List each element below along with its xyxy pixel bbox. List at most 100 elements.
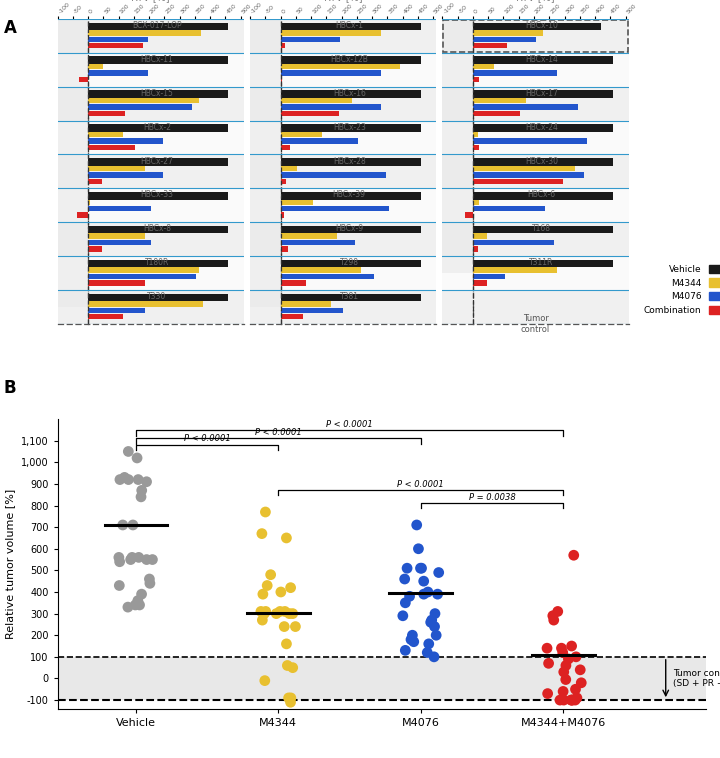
Bar [88, 199, 89, 205]
X-axis label: RTV [%]: RTV [%] [324, 0, 362, 2]
Bar [58, 70, 88, 104]
Bar [250, 188, 436, 222]
Text: HBCx-24: HBCx-24 [525, 123, 558, 132]
Bar [473, 226, 613, 233]
Bar [473, 260, 613, 268]
Bar [473, 90, 613, 98]
Point [130, 599, 141, 611]
Bar [473, 105, 578, 110]
Point [418, 588, 430, 600]
Point [408, 636, 420, 648]
Point [560, 659, 572, 672]
Text: HBCx-30: HBCx-30 [525, 156, 558, 165]
Bar [281, 293, 421, 301]
Bar [281, 36, 340, 42]
Point [283, 692, 294, 704]
Point [566, 640, 577, 652]
Bar [473, 280, 487, 286]
Bar [443, 104, 473, 137]
Point [132, 594, 143, 606]
Bar [88, 226, 228, 233]
Bar [88, 105, 192, 110]
Point [567, 694, 578, 706]
Bar [250, 121, 436, 155]
Bar [473, 57, 613, 64]
Bar [281, 192, 421, 199]
Bar [443, 36, 473, 70]
Point [415, 562, 427, 575]
Point [575, 664, 586, 676]
Bar [88, 246, 102, 252]
Bar [473, 111, 521, 116]
Bar [88, 98, 199, 103]
Bar [281, 246, 288, 252]
Bar [443, 70, 473, 104]
Bar [88, 36, 148, 42]
Bar [88, 192, 228, 199]
Bar [88, 206, 150, 211]
Bar [88, 268, 199, 273]
Bar [58, 240, 88, 273]
Text: HBCx-11: HBCx-11 [140, 55, 173, 64]
Text: Tumor
control: Tumor control [521, 315, 550, 334]
Bar [281, 233, 337, 239]
Bar [473, 36, 536, 42]
Point [431, 629, 442, 641]
Bar [281, 199, 312, 205]
Point [423, 637, 434, 650]
Bar [473, 98, 526, 103]
Bar [88, 179, 102, 184]
Bar [88, 30, 201, 36]
Bar [281, 206, 389, 211]
Bar [473, 77, 479, 83]
Bar [473, 246, 479, 252]
Text: P < 0.0001: P < 0.0001 [184, 434, 230, 443]
Text: BCX-017-LOP: BCX-017-LOP [132, 21, 181, 30]
Bar [88, 23, 228, 30]
Point [122, 601, 134, 613]
Point [265, 568, 276, 581]
Bar [281, 226, 421, 233]
Bar [443, 86, 629, 121]
Point [415, 562, 426, 575]
Point [144, 573, 156, 585]
Bar [88, 124, 228, 132]
Point [418, 575, 429, 587]
Point [425, 616, 436, 628]
Bar [281, 145, 289, 150]
Point [122, 474, 134, 486]
Bar [58, 657, 706, 700]
Bar [473, 43, 507, 49]
Point [562, 653, 574, 665]
Point [287, 608, 299, 620]
Point [126, 551, 138, 563]
Bar [281, 138, 359, 143]
Bar [58, 2, 88, 36]
Point [134, 599, 145, 611]
Text: T311R: T311R [529, 258, 554, 267]
Point [557, 647, 569, 659]
Bar [281, 179, 286, 184]
Bar [473, 30, 543, 36]
Point [133, 551, 145, 563]
Text: HBCx-10: HBCx-10 [525, 21, 558, 30]
Point [279, 621, 290, 633]
Bar [58, 137, 88, 171]
Point [570, 651, 582, 663]
Bar [58, 256, 244, 290]
Bar [473, 206, 544, 211]
Bar [473, 268, 557, 273]
Point [571, 692, 582, 704]
Bar [281, 77, 282, 83]
Point [433, 566, 444, 578]
Text: HBCx-6: HBCx-6 [528, 190, 556, 199]
Bar [281, 314, 303, 319]
Bar [88, 172, 163, 177]
Point [548, 614, 559, 626]
Point [287, 662, 299, 674]
Bar [250, 290, 436, 324]
Point [401, 562, 413, 575]
Bar [443, 205, 473, 240]
Text: HBCx-2: HBCx-2 [143, 123, 171, 132]
Bar [281, 308, 343, 313]
